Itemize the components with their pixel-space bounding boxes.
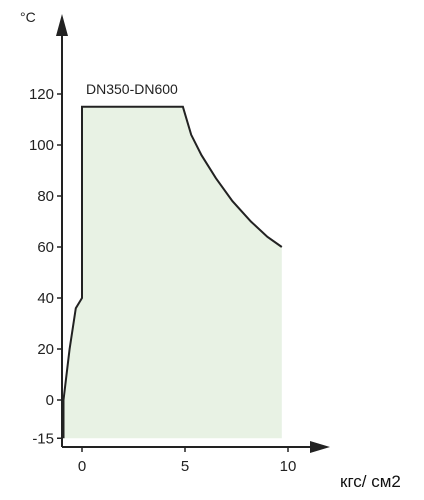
y-tick-label: 0 <box>46 392 54 409</box>
tick-layer: -15 0 20 40 60 80 100 120 0 5 10 <box>29 86 296 475</box>
y-tick-label: -15 <box>32 430 54 447</box>
series-label: DN350-DN600 <box>86 81 178 97</box>
y-tick-label: 100 <box>29 137 54 154</box>
series-area-0 <box>63 106 282 439</box>
y-tick-label: 80 <box>37 188 54 205</box>
y-tick-label: 40 <box>37 290 54 307</box>
series-line-0 <box>62 105 283 439</box>
x-tick-label: 5 <box>181 458 189 475</box>
axes <box>56 14 330 453</box>
area-layer <box>62 105 283 439</box>
y-tick-label: 20 <box>37 341 54 358</box>
x-tick-label: 10 <box>280 458 297 475</box>
y-tick-label: 120 <box>29 86 54 103</box>
y-tick-label: 60 <box>37 239 54 256</box>
x-axis-label: кгс/ см2 <box>340 472 401 491</box>
x-tick-label: 0 <box>78 458 86 475</box>
y-axis-arrow <box>56 14 68 36</box>
x-axis-arrow <box>310 441 330 453</box>
y-axis-label: °C <box>20 9 36 25</box>
